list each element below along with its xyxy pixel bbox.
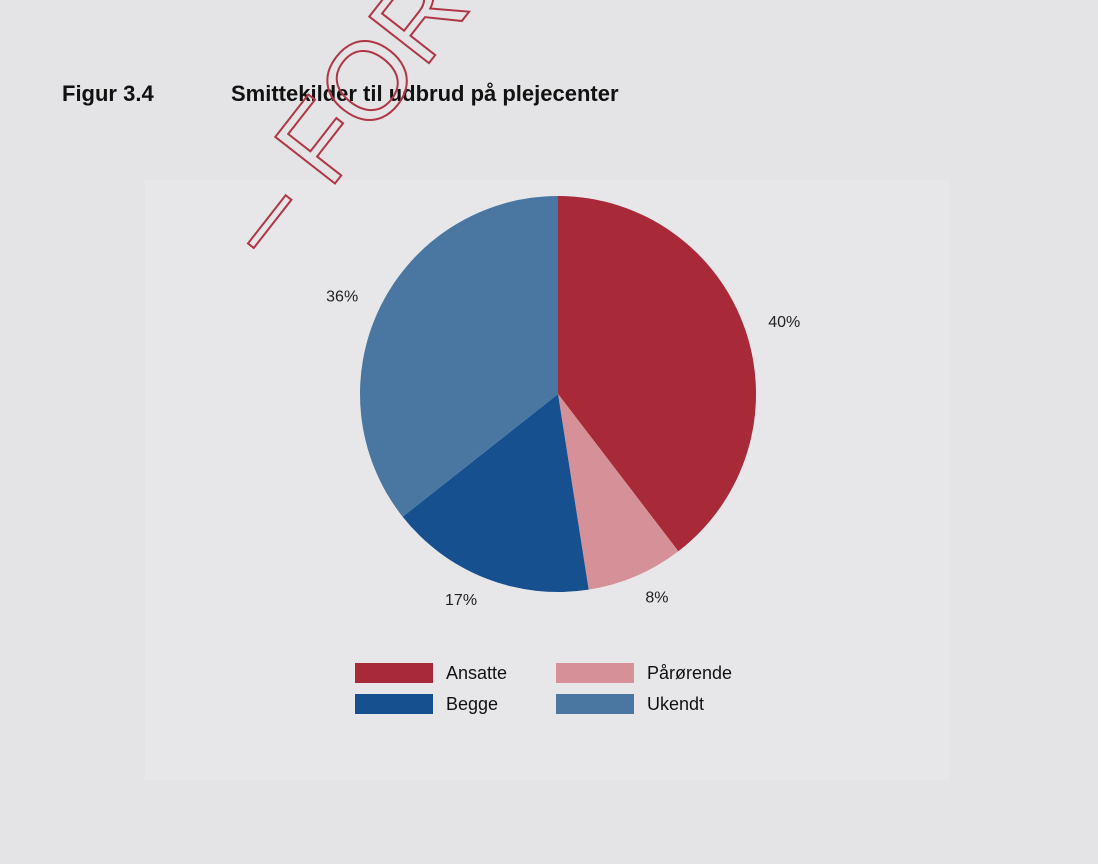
legend-swatch: [355, 694, 433, 714]
pie-slice: [402, 394, 589, 593]
chart-title: Smittekilder til udbrud på plejecenter: [231, 81, 619, 106]
data-label: 8%: [645, 589, 668, 606]
data-label: 36%: [326, 288, 358, 305]
data-label: 17%: [445, 592, 477, 609]
legend-label: Pårørende: [647, 663, 732, 683]
legend-swatch: [556, 694, 634, 714]
legend-swatch: [556, 663, 634, 683]
legend-label: Ansatte: [446, 663, 507, 683]
figure-number: Figur 3.4: [62, 81, 154, 106]
pie-slice: [360, 196, 558, 517]
pie-slice: [558, 394, 679, 590]
legend-swatch: [355, 663, 433, 683]
data-label: 40%: [768, 314, 800, 331]
legend-label: Begge: [446, 694, 498, 714]
pie-slice: [558, 196, 757, 552]
legend-label: Ukendt: [647, 694, 704, 714]
